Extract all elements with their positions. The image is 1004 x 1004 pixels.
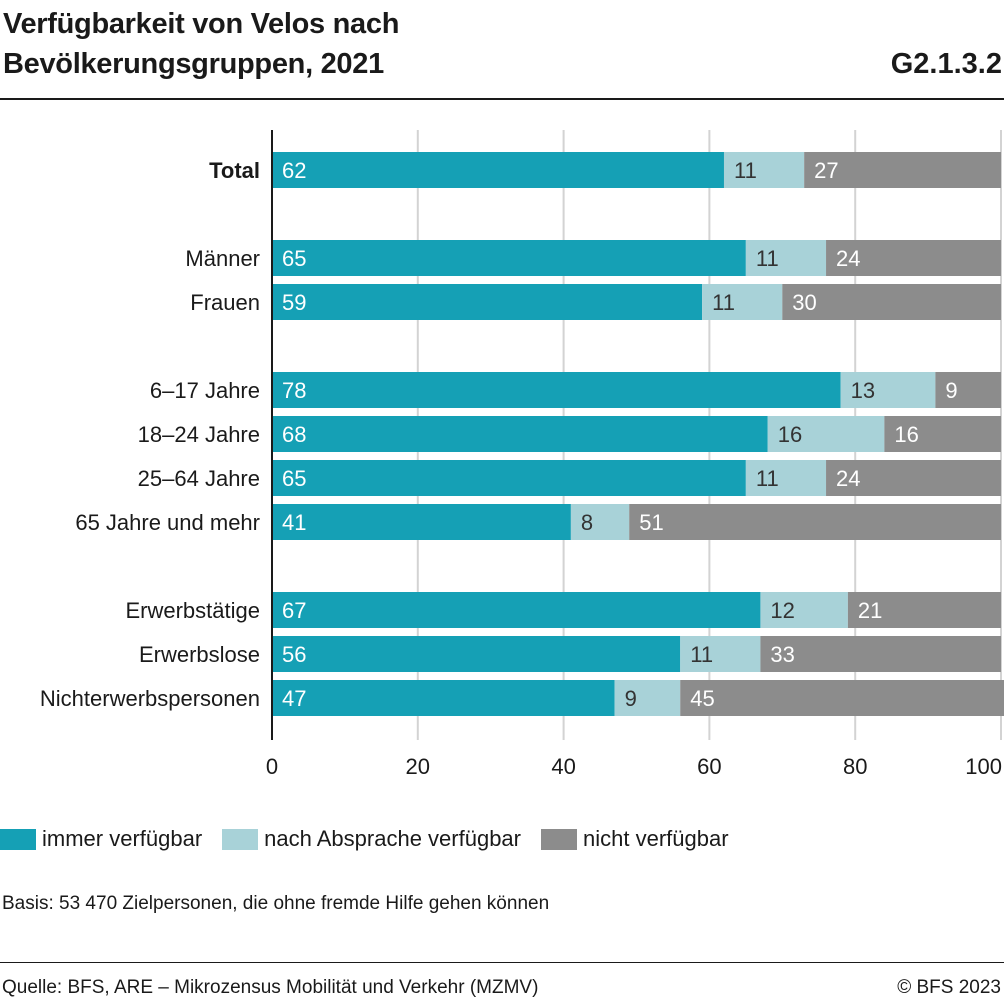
bar-total-nach-absprache-verfuegbar xyxy=(723,152,805,188)
bar-nichterwerbspersonen-nicht-verfuegbar xyxy=(680,680,1004,716)
bar-maenner-nach-absprache-verfuegbar xyxy=(745,240,827,276)
data-label-6-17-jahre-nach-absprache-verfuegbar: 13 xyxy=(851,378,875,403)
x-tick-label-20: 20 xyxy=(406,754,430,779)
data-label-erwerbslose-immer-verfuegbar: 56 xyxy=(282,642,306,667)
data-label-total-nach-absprache-verfuegbar: 11 xyxy=(734,158,757,183)
data-label-25-64-jahre-nicht-verfuegbar: 24 xyxy=(836,466,860,491)
data-label-18-24-jahre-immer-verfuegbar: 68 xyxy=(282,422,306,447)
legend-swatch-nach-absprache xyxy=(222,828,259,850)
bar-25-64-jahre-nach-absprache-verfuegbar xyxy=(745,460,827,496)
bar-65-jahre-und-mehr-nicht-verfuegbar xyxy=(629,504,1001,540)
bar-18-24-jahre-nach-absprache-verfuegbar xyxy=(767,416,885,452)
bar-erwerbstaetige-immer-verfuegbar xyxy=(272,592,761,628)
data-label-erwerbslose-nach-absprache-verfuegbar: 11 xyxy=(690,642,713,667)
category-label-nichterwerbspersonen: Nichterwerbspersonen xyxy=(40,686,260,711)
data-label-nichterwerbspersonen-immer-verfuegbar: 47 xyxy=(282,686,306,711)
category-label-18-24-jahre: 18–24 Jahre xyxy=(138,422,260,447)
category-label-frauen: Frauen xyxy=(190,290,260,315)
data-label-total-immer-verfuegbar: 62 xyxy=(282,158,306,183)
data-label-frauen-nach-absprache-verfuegbar: 11 xyxy=(712,290,735,315)
bar-frauen-immer-verfuegbar xyxy=(272,284,703,320)
legend: immer verfügbar nach Absprache verfügbar… xyxy=(0,824,749,854)
bar-total-nicht-verfuegbar xyxy=(804,152,1001,188)
legend-label-nach-absprache: nach Absprache verfügbar xyxy=(264,826,521,851)
data-label-erwerbslose-nicht-verfuegbar: 33 xyxy=(770,642,794,667)
data-label-erwerbstaetige-immer-verfuegbar: 67 xyxy=(282,598,306,623)
x-tick-label-100: 100 xyxy=(965,754,1002,779)
header-divider xyxy=(0,98,1004,100)
bar-25-64-jahre-nicht-verfuegbar xyxy=(826,460,1001,496)
basis-note: Basis: 53 470 Zielpersonen, die ohne fre… xyxy=(2,893,550,914)
data-label-total-nicht-verfuegbar: 27 xyxy=(814,158,838,183)
bar-erwerbstaetige-nach-absprache-verfuegbar xyxy=(760,592,848,628)
bar-erwerbslose-immer-verfuegbar xyxy=(272,636,681,672)
x-tick-label-60: 60 xyxy=(697,754,721,779)
bar-65-jahre-und-mehr-immer-verfuegbar xyxy=(272,504,571,540)
data-label-erwerbstaetige-nicht-verfuegbar: 21 xyxy=(858,598,882,623)
legend-swatch-nicht-verfuegbar xyxy=(541,828,577,850)
data-label-maenner-nicht-verfuegbar: 24 xyxy=(836,246,860,271)
category-label-maenner: Männer xyxy=(185,246,260,271)
category-label-25-64-jahre: 25–64 Jahre xyxy=(138,466,260,491)
bar-erwerbslose-nach-absprache-verfuegbar xyxy=(680,636,761,672)
data-label-18-24-jahre-nicht-verfuegbar: 16 xyxy=(894,422,918,447)
category-label-6-17-jahre: 6–17 Jahre xyxy=(150,378,260,403)
legend-item-immer-verfuegbar: immer verfügbar xyxy=(0,826,202,852)
data-label-maenner-nach-absprache-verfuegbar: 11 xyxy=(756,246,779,271)
data-label-frauen-nicht-verfuegbar: 30 xyxy=(792,290,816,315)
bar-18-24-jahre-immer-verfuegbar xyxy=(272,416,768,452)
data-label-6-17-jahre-immer-verfuegbar: 78 xyxy=(282,378,306,403)
legend-label-nicht-verfuegbar: nicht verfügbar xyxy=(583,826,729,851)
data-label-25-64-jahre-immer-verfuegbar: 65 xyxy=(282,466,306,491)
chart-id: G2.1.3.2 xyxy=(890,48,1002,80)
stacked-bar-chart: 62 11 27 Total 65 11 24 Männer 59 11 30 Frauen 78 13 9… xyxy=(40,130,1004,779)
category-label-erwerbslose: Erwerbslose xyxy=(139,642,260,667)
bar-nichterwerbspersonen-nach-absprache-verfuegbar xyxy=(614,680,681,716)
category-label-erwerbstaetige: Erwerbstätige xyxy=(125,598,260,623)
bar-maenner-immer-verfuegbar xyxy=(272,240,746,276)
x-tick-label-80: 80 xyxy=(843,754,867,779)
data-label-65-jahre-und-mehr-immer-verfuegbar: 41 xyxy=(282,510,306,535)
data-label-nichterwerbspersonen-nicht-verfuegbar: 45 xyxy=(690,686,714,711)
source-note: Quelle: BFS, ARE – Mikrozensus Mobilität… xyxy=(2,977,539,998)
data-label-nichterwerbspersonen-nach-absprache-verfuegbar: 9 xyxy=(625,686,637,711)
bar-65-jahre-und-mehr-nach-absprache-verfuegbar xyxy=(570,504,630,540)
chart-title: Verfügbarkeit von Velos nach Bevölkerung… xyxy=(3,4,399,84)
legend-item-nicht-verfuegbar: nicht verfügbar xyxy=(541,826,729,852)
bar-frauen-nach-absprache-verfuegbar xyxy=(702,284,783,320)
data-label-65-jahre-und-mehr-nach-absprache-verfuegbar: 8 xyxy=(581,510,593,535)
bar-6-17-jahre-immer-verfuegbar xyxy=(272,372,841,408)
footer-divider xyxy=(0,962,1004,963)
chart-title-line-1: Verfügbarkeit von Velos nach xyxy=(3,8,400,40)
bar-18-24-jahre-nicht-verfuegbar xyxy=(884,416,1001,452)
bar-erwerbslose-nicht-verfuegbar xyxy=(760,636,1001,672)
bar-6-17-jahre-nicht-verfuegbar xyxy=(935,372,1001,408)
data-label-65-jahre-und-mehr-nicht-verfuegbar: 51 xyxy=(639,510,663,535)
bar-maenner-nicht-verfuegbar xyxy=(826,240,1001,276)
legend-swatch-immer-verfuegbar xyxy=(0,828,36,850)
bar-25-64-jahre-immer-verfuegbar xyxy=(272,460,746,496)
data-label-6-17-jahre-nicht-verfuegbar: 9 xyxy=(945,378,957,403)
data-label-erwerbstaetige-nach-absprache-verfuegbar: 12 xyxy=(770,598,794,623)
category-label-65-jahre-und-mehr: 65 Jahre und mehr xyxy=(75,510,260,535)
bar-frauen-nicht-verfuegbar xyxy=(782,284,1001,320)
bar-total-immer-verfuegbar xyxy=(272,152,724,188)
legend-item-nach-absprache: nach Absprache verfügbar xyxy=(222,826,521,852)
bar-erwerbstaetige-nicht-verfuegbar xyxy=(847,592,1001,628)
x-tick-label-40: 40 xyxy=(551,754,575,779)
bar-nichterwerbspersonen-immer-verfuegbar xyxy=(272,680,615,716)
data-label-maenner-immer-verfuegbar: 65 xyxy=(282,246,306,271)
legend-label-immer-verfuegbar: immer verfügbar xyxy=(42,826,203,851)
copyright: © BFS 2023 xyxy=(897,977,1001,998)
bar-6-17-jahre-nach-absprache-verfuegbar xyxy=(840,372,936,408)
chart-title-line-2: Bevölkerungsgruppen, 2021 xyxy=(3,48,384,80)
category-label-total: Total xyxy=(209,158,260,183)
data-label-18-24-jahre-nach-absprache-verfuegbar: 16 xyxy=(778,422,802,447)
data-label-frauen-immer-verfuegbar: 59 xyxy=(282,290,306,315)
x-tick-label-0: 0 xyxy=(266,754,278,779)
data-label-25-64-jahre-nach-absprache-verfuegbar: 11 xyxy=(756,466,779,491)
